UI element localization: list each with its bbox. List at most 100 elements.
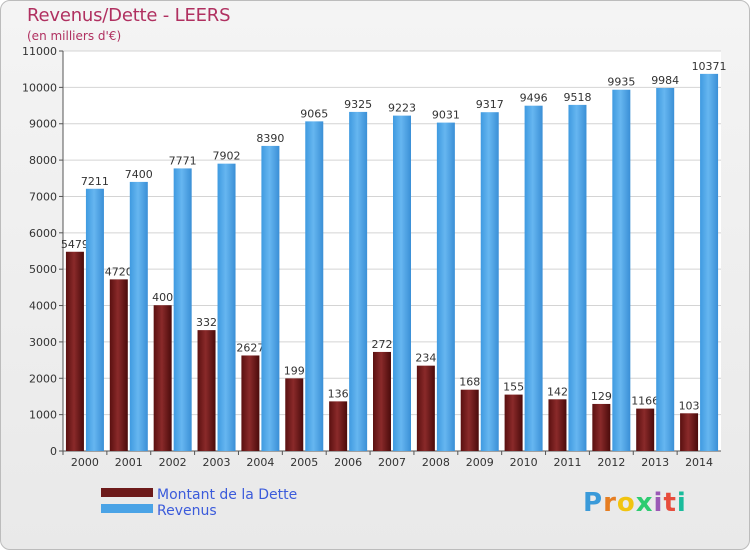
y-tick-label: 0 (50, 445, 57, 458)
legend-swatch-dette (101, 488, 153, 497)
data-label-revenus: 7771 (169, 154, 197, 167)
data-label-dette: 129 (591, 390, 612, 403)
logo-letter: i (676, 488, 687, 518)
data-label-revenus: 10371 (692, 60, 727, 73)
data-label-dette: 272 (372, 338, 393, 351)
logo-letter: r (603, 488, 617, 518)
y-tick-label: 6000 (29, 227, 57, 240)
x-tick-label: 2014 (685, 456, 713, 469)
legend-label-dette: Montant de la Dette (157, 487, 298, 503)
y-tick-label: 2000 (29, 372, 57, 385)
bar-revenus (85, 188, 104, 452)
x-tick-label: 2008 (422, 456, 450, 469)
legend-swatch-revenus (101, 504, 153, 513)
data-label-dette: 5479 (61, 238, 89, 251)
bar-dette (680, 413, 699, 451)
y-tick-label: 9000 (29, 118, 57, 131)
legend-label-revenus: Revenus (157, 503, 217, 519)
y-tick-label: 5000 (29, 263, 57, 276)
data-label-revenus: 9325 (344, 98, 372, 111)
logo-letter: P (583, 488, 604, 518)
x-tick-label: 2003 (203, 456, 231, 469)
x-tick-label: 2005 (290, 456, 318, 469)
bar-dette (65, 251, 84, 451)
bar-revenus (656, 87, 675, 451)
logo-letter: t (663, 488, 677, 518)
data-label-dette: 332 (196, 316, 217, 329)
data-label-dette: 234 (415, 352, 436, 365)
chart-title: Revenus/Dette - LEERS (27, 5, 231, 26)
x-tick-label: 2006 (334, 456, 362, 469)
y-tick-label: 1000 (29, 409, 57, 422)
bar-dette (460, 389, 479, 451)
data-label-revenus: 9065 (300, 107, 328, 120)
logo-letter: o (616, 488, 636, 518)
data-label-dette: 142 (547, 385, 568, 398)
bar-dette (285, 378, 304, 451)
proxiti-logo: Proxiti (583, 488, 687, 518)
bar-dette (329, 401, 348, 451)
x-tick-label: 2012 (597, 456, 625, 469)
bar-revenus (436, 122, 455, 451)
data-label-dette: 4720 (105, 265, 133, 278)
bar-revenus (568, 104, 587, 452)
y-tick-label: 10000 (22, 81, 57, 94)
data-label-revenus: 9518 (563, 91, 591, 104)
data-label-dette: 168 (459, 376, 480, 389)
chart-subtitle: (en milliers d'€) (27, 29, 122, 43)
data-label-dette: 400 (152, 291, 173, 304)
data-label-dette: 199 (284, 364, 305, 377)
bar-revenus (349, 111, 368, 451)
bar-revenus (217, 163, 236, 451)
bar-revenus (129, 181, 148, 451)
plot-area (63, 51, 721, 451)
data-label-revenus: 9317 (476, 98, 504, 111)
data-label-revenus: 8390 (256, 132, 284, 145)
data-label-revenus: 9935 (607, 76, 635, 89)
bar-dette (636, 408, 655, 451)
bar-revenus (305, 121, 324, 451)
data-label-revenus: 9031 (432, 109, 460, 122)
logo-letter: x (635, 488, 654, 518)
bar-dette (373, 351, 391, 451)
y-tick-label: 4000 (29, 300, 57, 313)
x-tick-label: 2002 (159, 456, 187, 469)
x-tick-label: 2004 (246, 456, 274, 469)
y-tick-label: 3000 (29, 336, 57, 349)
bar-revenus (173, 168, 192, 451)
data-label-revenus: 9496 (520, 92, 548, 105)
data-label-dette: 155 (503, 381, 524, 394)
bar-revenus (480, 112, 499, 451)
y-tick-label: 7000 (29, 190, 57, 203)
x-tick-label: 2007 (378, 456, 406, 469)
x-tick-label: 2013 (641, 456, 669, 469)
bar-dette (592, 403, 611, 451)
x-tick-label: 2009 (466, 456, 494, 469)
x-tick-label: 2010 (510, 456, 538, 469)
data-label-revenus: 9984 (651, 74, 679, 87)
bar-revenus (700, 73, 719, 451)
x-tick-label: 2011 (553, 456, 581, 469)
y-tick-label: 11000 (22, 45, 57, 58)
x-tick-label: 2000 (71, 456, 99, 469)
bar-dette (416, 365, 435, 451)
data-label-revenus: 9223 (388, 102, 416, 115)
bar-dette (504, 394, 523, 451)
bar-dette (241, 355, 260, 451)
bar-dette (548, 399, 567, 451)
bar-dette (153, 305, 172, 451)
data-label-dette: 1166 (631, 395, 659, 408)
bar-revenus (261, 145, 280, 451)
bar-revenus (612, 89, 631, 452)
data-label-dette: 103 (679, 399, 700, 412)
data-label-revenus: 7902 (213, 150, 241, 163)
data-label-revenus: 7400 (125, 168, 153, 181)
bar-dette (197, 330, 216, 451)
data-label-revenus: 7211 (81, 175, 109, 188)
data-label-dette: 136 (328, 387, 349, 400)
data-label-dette: 2627 (236, 341, 264, 354)
x-tick-label: 2001 (115, 456, 143, 469)
y-tick-label: 8000 (29, 154, 57, 167)
